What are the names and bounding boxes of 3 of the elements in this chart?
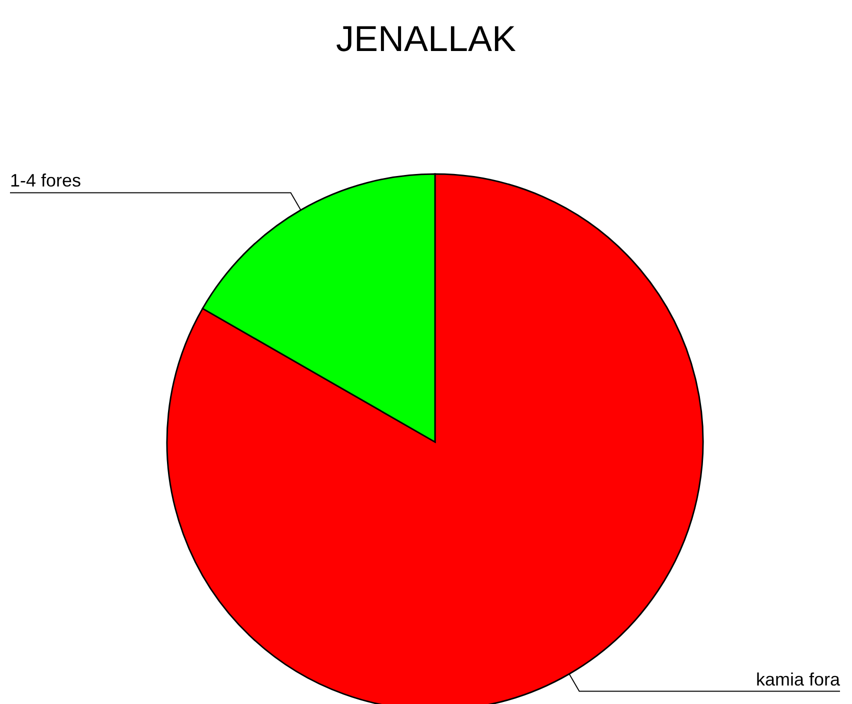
slice-label: 1-4 fores bbox=[10, 170, 82, 191]
slice-label: kamia fora bbox=[756, 669, 841, 690]
chart-title: JENALLAK bbox=[334, 18, 518, 60]
